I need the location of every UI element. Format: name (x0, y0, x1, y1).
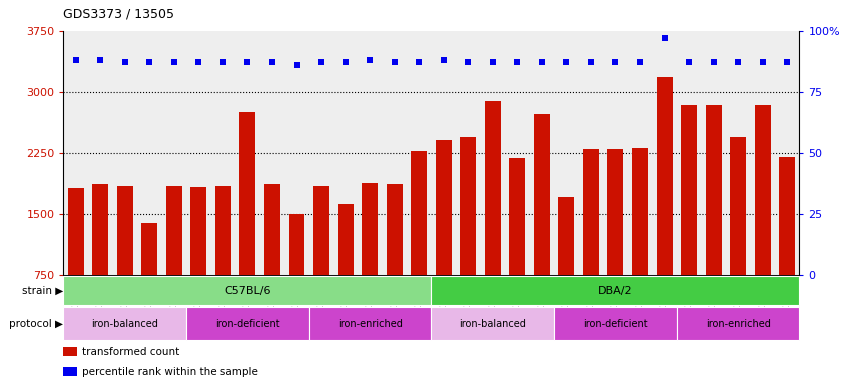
Text: iron-balanced: iron-balanced (459, 318, 526, 329)
Bar (288, 214, 305, 275)
Bar (558, 197, 574, 275)
Point (437, 57, 450, 63)
Bar (431, 276, 799, 305)
Point (633, 60, 646, 66)
Bar (677, 307, 799, 340)
Point (387, 60, 401, 66)
Point (118, 60, 131, 66)
Text: C57BL/6: C57BL/6 (224, 286, 271, 296)
Bar (755, 105, 771, 275)
Text: protocol ▶: protocol ▶ (9, 318, 63, 329)
Bar (190, 187, 206, 275)
Point (608, 60, 622, 66)
Point (216, 60, 229, 66)
Point (314, 60, 327, 66)
Point (412, 60, 426, 66)
Bar (141, 223, 157, 275)
Bar (186, 307, 309, 340)
Text: strain ▶: strain ▶ (22, 286, 63, 296)
Point (167, 60, 180, 66)
Bar (607, 149, 624, 275)
Point (461, 60, 475, 66)
Point (510, 60, 524, 66)
Bar (534, 114, 550, 275)
Bar (92, 184, 108, 275)
Bar (583, 149, 599, 275)
Point (338, 60, 352, 66)
Point (780, 60, 794, 66)
Text: iron-enriched: iron-enriched (706, 318, 771, 329)
Point (755, 60, 769, 66)
Bar (411, 151, 427, 275)
Bar (63, 276, 431, 305)
Text: percentile rank within the sample: percentile rank within the sample (82, 367, 258, 377)
Point (559, 60, 573, 66)
Point (535, 60, 548, 66)
Bar (509, 158, 525, 275)
Bar (656, 77, 673, 275)
Text: iron-deficient: iron-deficient (583, 318, 648, 329)
Bar (309, 307, 431, 340)
Text: DBA/2: DBA/2 (598, 286, 633, 296)
Point (240, 60, 254, 66)
Bar (681, 105, 697, 275)
Point (265, 60, 278, 66)
Bar (63, 347, 77, 356)
Bar (68, 188, 84, 275)
Bar (362, 183, 378, 275)
Point (706, 60, 720, 66)
Text: GDS3373 / 13505: GDS3373 / 13505 (63, 8, 174, 21)
Point (682, 60, 695, 66)
Bar (436, 141, 452, 275)
Bar (554, 307, 677, 340)
Bar (215, 186, 231, 275)
Point (142, 60, 156, 66)
Bar (632, 148, 648, 275)
Bar (313, 186, 329, 275)
Bar (706, 105, 722, 275)
Bar (387, 184, 403, 275)
Point (93, 57, 107, 63)
Point (191, 60, 205, 66)
Bar (63, 307, 186, 340)
Point (584, 60, 597, 66)
Bar (485, 101, 501, 275)
Bar (63, 367, 77, 376)
Text: transformed count: transformed count (82, 347, 179, 357)
Bar (431, 307, 554, 340)
Bar (239, 112, 255, 275)
Point (289, 62, 303, 68)
Bar (117, 186, 133, 275)
Bar (460, 137, 476, 275)
Point (486, 60, 499, 66)
Bar (338, 204, 354, 275)
Bar (779, 157, 795, 275)
Point (731, 60, 744, 66)
Point (69, 57, 82, 63)
Bar (264, 184, 280, 275)
Bar (166, 186, 182, 275)
Text: iron-balanced: iron-balanced (91, 318, 158, 329)
Point (363, 57, 376, 63)
Text: iron-deficient: iron-deficient (215, 318, 280, 329)
Bar (730, 137, 746, 275)
Point (657, 35, 671, 41)
Text: iron-enriched: iron-enriched (338, 318, 403, 329)
